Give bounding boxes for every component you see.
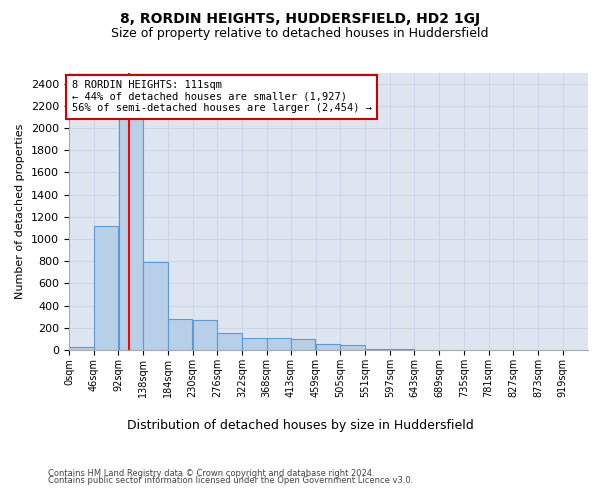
- Text: 8 RORDIN HEIGHTS: 111sqm
← 44% of detached houses are smaller (1,927)
56% of sem: 8 RORDIN HEIGHTS: 111sqm ← 44% of detach…: [71, 80, 371, 114]
- Bar: [193, 320, 217, 350]
- Text: Contains HM Land Registry data © Crown copyright and database right 2024.: Contains HM Land Registry data © Crown c…: [48, 468, 374, 477]
- Bar: [217, 333, 242, 350]
- Bar: [143, 262, 168, 350]
- Bar: [291, 339, 316, 350]
- Bar: [69, 346, 94, 350]
- Bar: [168, 319, 193, 350]
- Text: 8, RORDIN HEIGHTS, HUDDERSFIELD, HD2 1GJ: 8, RORDIN HEIGHTS, HUDDERSFIELD, HD2 1GJ: [120, 12, 480, 26]
- Bar: [316, 344, 340, 350]
- Bar: [119, 97, 143, 350]
- Bar: [365, 349, 389, 350]
- Text: Distribution of detached houses by size in Huddersfield: Distribution of detached houses by size …: [127, 420, 473, 432]
- Text: Size of property relative to detached houses in Huddersfield: Size of property relative to detached ho…: [111, 28, 489, 40]
- Bar: [94, 226, 118, 350]
- Bar: [242, 338, 266, 350]
- Bar: [340, 345, 365, 350]
- Text: Contains public sector information licensed under the Open Government Licence v3: Contains public sector information licen…: [48, 476, 413, 485]
- Y-axis label: Number of detached properties: Number of detached properties: [16, 124, 25, 299]
- Bar: [267, 338, 291, 350]
